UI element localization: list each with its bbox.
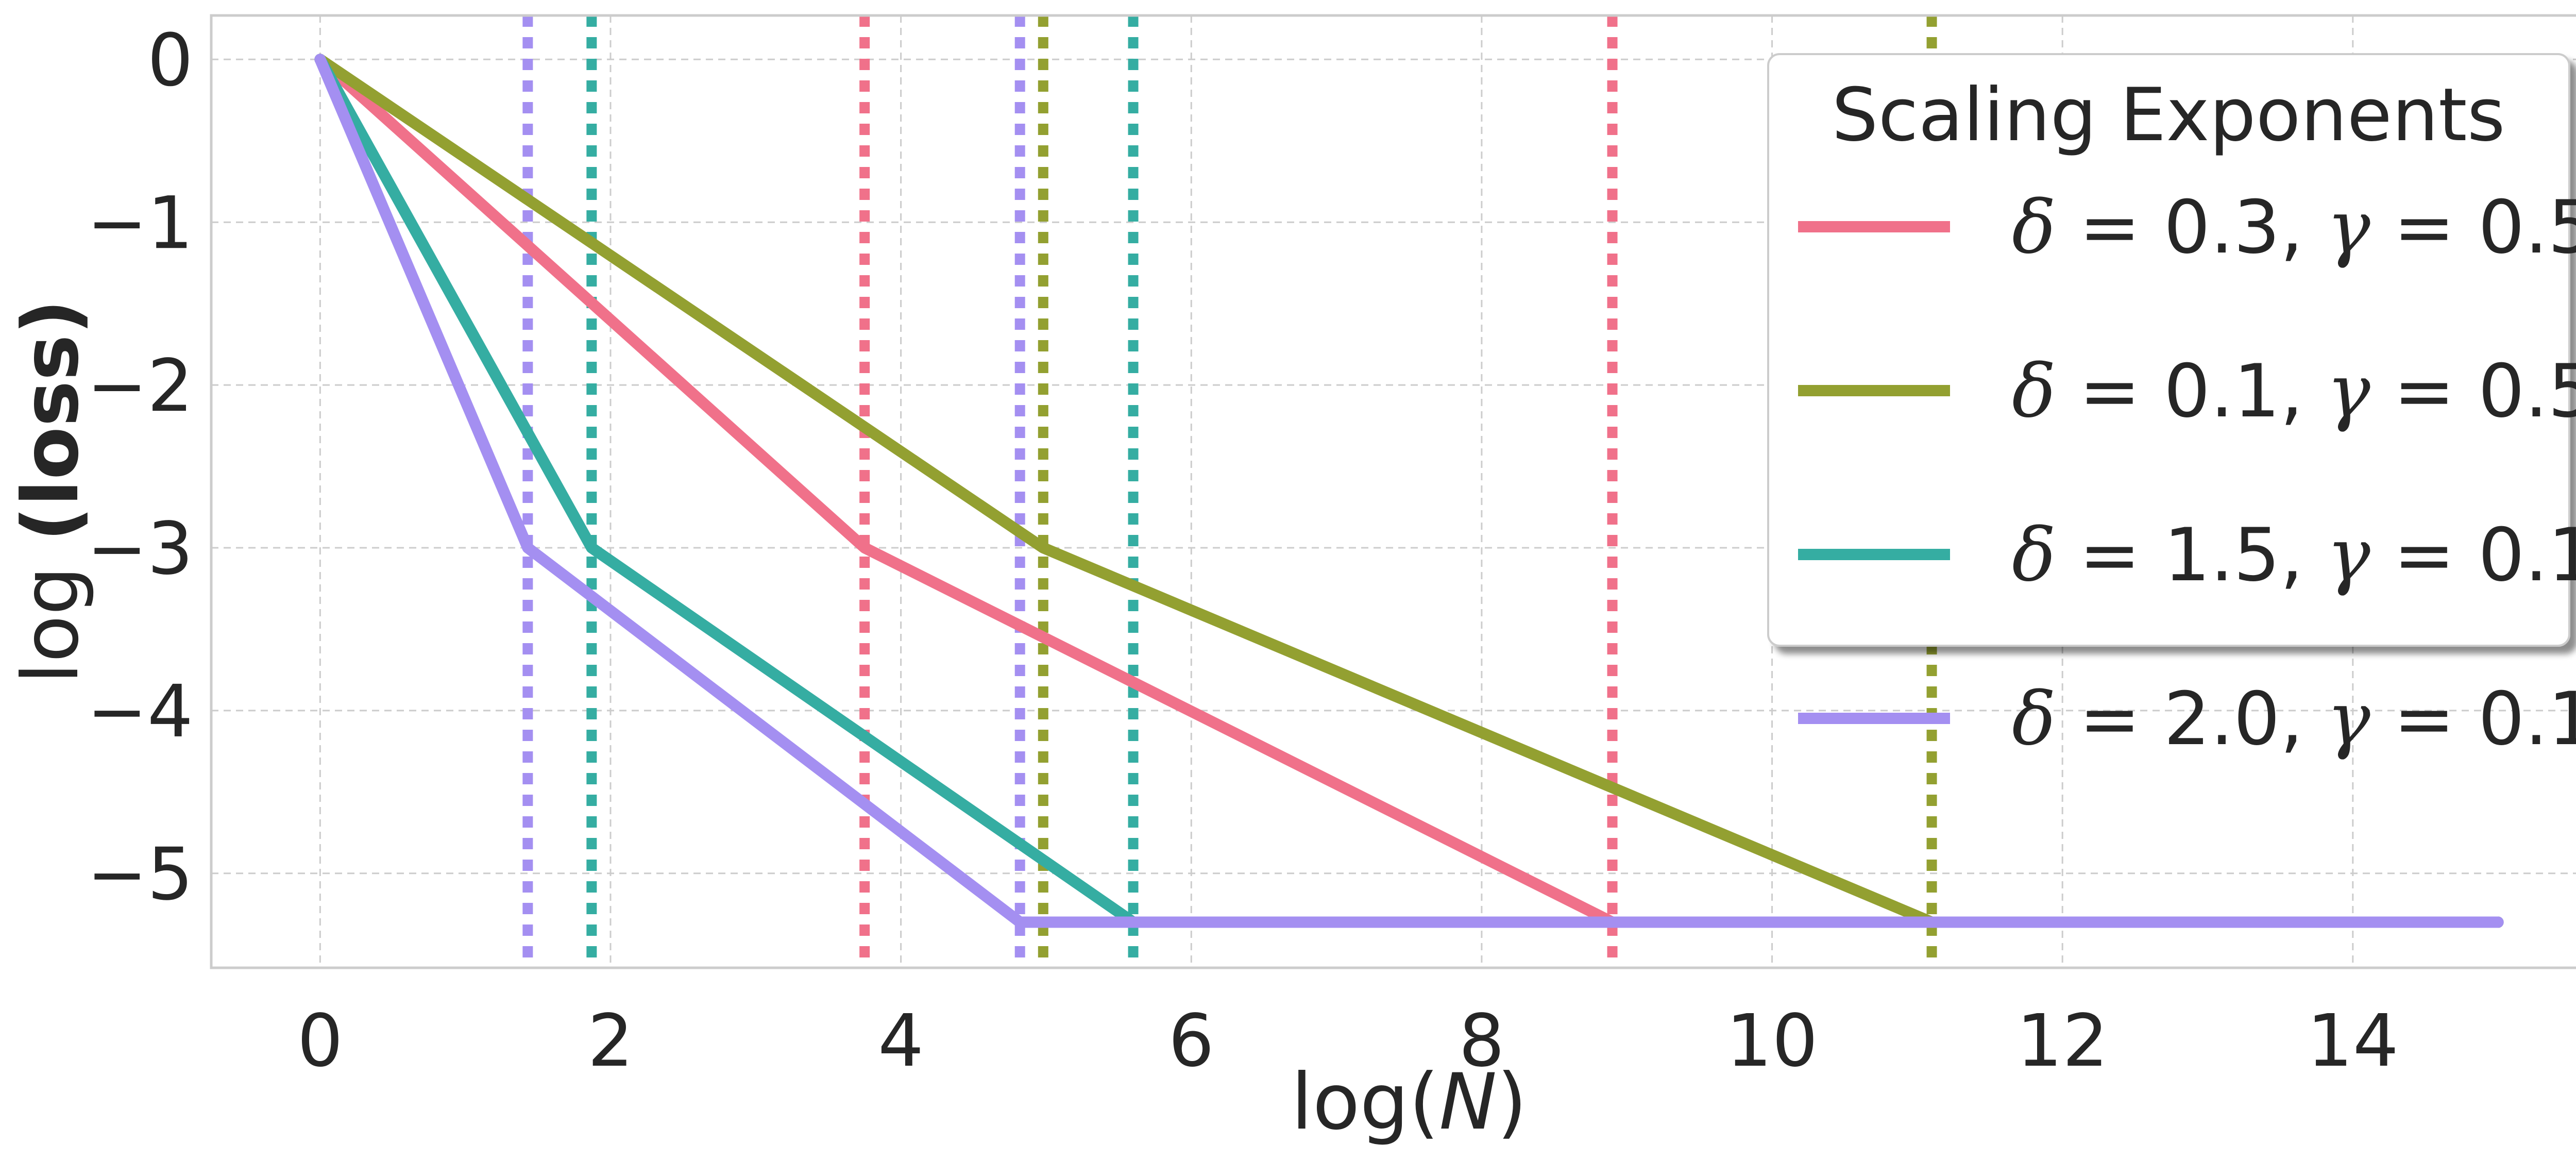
legend-box: [1767, 53, 2570, 647]
x-tick-label: 14: [2307, 999, 2399, 1083]
series-line-4: [314, 54, 2504, 928]
legend-label: δ = 0.3, γ = 0.5: [2012, 185, 2576, 270]
x-tick-label: 4: [878, 999, 924, 1083]
y-tick-label: −4: [87, 670, 193, 754]
x-tick-label: 8: [1459, 999, 1504, 1083]
y-tick-label: −5: [87, 833, 193, 917]
legend-label: δ = 1.5, γ = 0.1: [2012, 513, 2576, 598]
x-tick-label: 0: [297, 999, 343, 1083]
y-tick-label: −3: [87, 507, 193, 591]
x-tick-labels: 0 2 4 6 8 10 12 14: [297, 999, 2399, 1083]
x-tick-label: 12: [2016, 999, 2108, 1083]
legend-label: δ = 0.1, γ = 0.5: [2012, 349, 2576, 434]
y-tick-label: −1: [87, 181, 193, 265]
y-tick-label: −2: [87, 344, 193, 428]
legend-entries: δ = 0.3, γ = 0.5 δ = 0.1, γ = 0.5 δ = 1.5,…: [1798, 185, 2576, 762]
legend-label: δ = 2.0, γ = 0.1: [2012, 677, 2576, 762]
plot-frame: [210, 14, 2576, 969]
legend-title: Scaling Exponents: [1832, 73, 2505, 158]
series-lines: [314, 54, 2504, 928]
y-axis-label: log (loss): [6, 299, 96, 684]
y-tick-labels: 0 −1 −2 −3 −4 −5: [87, 19, 193, 916]
legend: Scaling Exponents δ = 0.3, γ = 0.5δ = 0.…: [1767, 53, 2576, 762]
x-tick-label: 6: [1168, 999, 1214, 1083]
threshold-lines: [522, 15, 1937, 968]
y-tick-label: 0: [147, 19, 193, 103]
x-tick-label: 10: [1726, 999, 1818, 1083]
x-tick-label: 2: [587, 999, 633, 1083]
x-axis-label: log(N): [1291, 1057, 1527, 1147]
